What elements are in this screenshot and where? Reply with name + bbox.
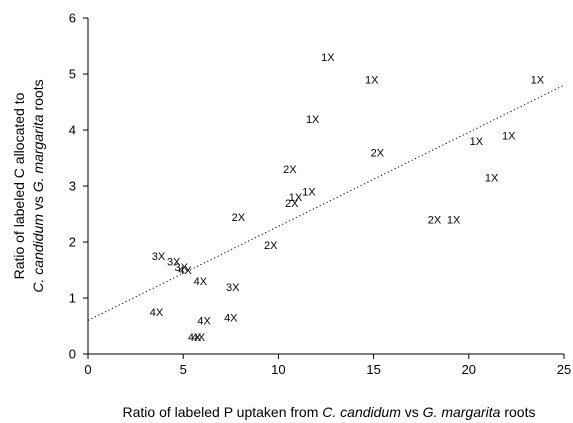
x-axis-title: Ratio of labeled P uptaken from C. candi… (123, 404, 536, 420)
data-point: 4X (150, 307, 164, 319)
y-axis-title-line2: C. candidum vs G. margarita roots (30, 79, 46, 292)
y-tick-label: 0 (69, 347, 76, 362)
x-axis-title-part: G. margarita (423, 404, 501, 420)
data-point: 4X (224, 313, 238, 325)
data-point: 2X (232, 212, 246, 224)
x-axis-title-part: C. candidum (322, 404, 401, 420)
data-point: 2X (264, 240, 278, 252)
data-point: 4X (194, 276, 208, 288)
x-axis-title-part: vs (401, 404, 423, 420)
data-point: 2X (428, 215, 442, 227)
data-point: 1X (502, 131, 516, 143)
data-point: 3X (152, 251, 166, 263)
x-axis-title-part: Ratio of labeled P uptaken from (123, 404, 323, 420)
data-point: 1X (321, 52, 335, 64)
y-tick-label: 2 (69, 235, 76, 250)
y-tick-label: 1 (69, 291, 76, 306)
x-tick-label: 0 (84, 362, 91, 377)
x-axis-title-part: roots (500, 404, 535, 420)
y-tick-label: 6 (69, 11, 76, 26)
x-tick-label: 20 (462, 362, 476, 377)
data-point: 3X (226, 282, 240, 294)
data-point: 4X (197, 315, 211, 327)
y-axis-title-part: roots (30, 79, 46, 114)
data-point: 4X (192, 332, 206, 344)
x-tick-label: 25 (557, 362, 571, 377)
trendline-group (87, 84, 565, 321)
x-tick-label: 15 (366, 362, 380, 377)
y-tick-label: 4 (69, 123, 76, 138)
data-point: 1X (470, 136, 484, 148)
axis-titles: Ratio of labeled P uptaken from C. candi… (11, 79, 535, 420)
y-tick-label: 3 (69, 179, 76, 194)
data-point: 1X (447, 215, 461, 227)
y-axis-title-part: C. candidum (30, 214, 46, 293)
axes: 0 5 10 15 20 25 0 1 2 3 4 5 6 (69, 11, 571, 378)
data-point: 1X (365, 75, 379, 87)
y-axis-title-part: vs (30, 192, 46, 214)
data-point: 4X (178, 265, 192, 277)
data-point: 1X (485, 173, 499, 185)
y-axis-title-line1: Ratio of labeled C allocated to (11, 92, 27, 279)
x-tick-label: 10 (271, 362, 285, 377)
data-point: 2X (285, 198, 299, 210)
data-point: 1X (302, 187, 316, 199)
data-point: 2X (371, 147, 385, 159)
data-point: 1X (289, 192, 303, 204)
data-point: 2X (283, 164, 297, 176)
y-tick-label: 5 (69, 67, 76, 82)
y-axis-title-part: G. margarita (30, 114, 46, 192)
data-point: 1X (306, 114, 320, 126)
data-point: 4X (188, 332, 202, 344)
data-point: 3X (167, 257, 181, 269)
x-tick-label: 5 (180, 362, 187, 377)
data-point: 3X (175, 262, 189, 274)
data-point: 1X (531, 75, 545, 87)
trendline (87, 84, 565, 321)
